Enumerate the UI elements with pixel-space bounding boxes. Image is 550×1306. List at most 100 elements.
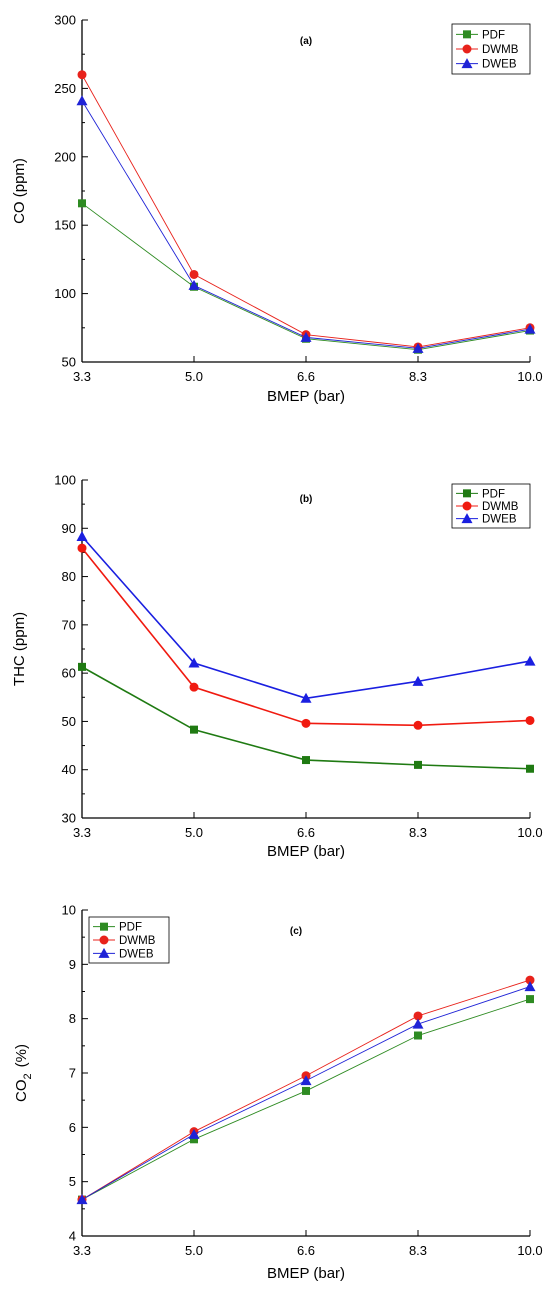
legend-marker bbox=[461, 513, 473, 524]
y-tick-label: 300 bbox=[54, 13, 76, 28]
data-point-dwmb bbox=[413, 720, 423, 730]
data-point-dwmb bbox=[77, 543, 87, 553]
data-point-dweb bbox=[76, 1194, 88, 1205]
data-point-pdf bbox=[190, 1135, 198, 1144]
data-point-dwmb bbox=[525, 975, 535, 985]
x-tick-label: 5.0 bbox=[185, 1243, 203, 1258]
x-axis-label: BMEP (bar) bbox=[267, 1265, 345, 1282]
y-axis-label-main: THC (ppm) bbox=[11, 612, 28, 686]
x-tick-label: 3.3 bbox=[73, 825, 91, 840]
y-axis-label: CO2 (%) bbox=[13, 1044, 34, 1102]
x-tick-label: 10.0 bbox=[517, 369, 542, 384]
data-point-pdf bbox=[414, 760, 422, 769]
series-line-dweb bbox=[81, 100, 531, 349]
series-line-pdf bbox=[81, 666, 531, 770]
y-tick-label: 80 bbox=[62, 569, 76, 584]
y-tick-label: 7 bbox=[69, 1066, 76, 1081]
co-chart: 50 100 150 200 250 300 3.3 5.0 6.6 8.3 10.0 BMEP (b… bbox=[11, 13, 543, 406]
legend-label: DWMB bbox=[119, 935, 156, 947]
x-tick-label: 6.6 bbox=[297, 1243, 315, 1258]
legend-label: PDF bbox=[482, 29, 505, 41]
y-tick-label: 4 bbox=[69, 1229, 76, 1244]
y-axis-label: CO (ppm) bbox=[11, 158, 28, 224]
legend-label: DWMB bbox=[482, 501, 519, 513]
x-tick-label: 3.3 bbox=[73, 369, 91, 384]
y-tick-label: 90 bbox=[62, 521, 76, 536]
data-point-dweb bbox=[524, 655, 536, 666]
thc-chart: 30 40 50 60 70 80 90 100 3.3 5.0 6.6 8.3 10.0 BMEP (b… bbox=[11, 473, 543, 861]
x-tick-label: 6.6 bbox=[297, 825, 315, 840]
y-tick-label: 100 bbox=[54, 286, 76, 301]
x-tick-label: 8.3 bbox=[409, 369, 427, 384]
y-tick-label: 5 bbox=[69, 1174, 76, 1189]
legend-label: DWEB bbox=[482, 59, 517, 71]
legend-label: PDF bbox=[119, 922, 142, 934]
data-point-dweb bbox=[188, 1128, 200, 1139]
y-tick-label: 9 bbox=[69, 957, 76, 972]
x-tick-label: 10.0 bbox=[517, 1243, 542, 1258]
legend-label: DWEB bbox=[119, 948, 154, 960]
co2-chart: 4 5 6 7 8 9 10 3.3 5.0 6.6 8.3 10.0 BMEP (bar) CO2 (%)… bbox=[13, 903, 543, 1283]
y-axis-label-main: CO bbox=[13, 1079, 30, 1102]
x-axis-label: BMEP (bar) bbox=[267, 388, 345, 405]
data-point-dwmb bbox=[77, 70, 87, 80]
x-tick-label: 10.0 bbox=[517, 825, 542, 840]
legend-label: PDF bbox=[482, 488, 505, 500]
data-point-dweb bbox=[300, 331, 312, 342]
data-point-dweb bbox=[300, 692, 312, 703]
data-point-dweb bbox=[524, 323, 536, 334]
data-point-dwmb bbox=[189, 269, 199, 279]
x-tick-label: 8.3 bbox=[409, 1243, 427, 1258]
y-tick-label: 8 bbox=[69, 1011, 76, 1026]
legend-marker bbox=[462, 501, 472, 511]
legend-marker bbox=[98, 947, 110, 958]
data-point-dweb bbox=[412, 1018, 424, 1029]
y-tick-label: 50 bbox=[62, 355, 76, 370]
data-point-dweb bbox=[524, 981, 536, 992]
legend-marker bbox=[462, 44, 472, 54]
x-tick-label: 3.3 bbox=[73, 1243, 91, 1258]
legend-marker bbox=[461, 58, 473, 69]
y-tick-label: 30 bbox=[62, 811, 76, 826]
data-point-pdf bbox=[526, 764, 534, 773]
data-point-dweb bbox=[188, 279, 200, 290]
panel-label: (a) bbox=[300, 36, 312, 47]
y-tick-label: 70 bbox=[62, 617, 76, 632]
data-point-dweb bbox=[412, 342, 424, 353]
y-tick-label: 250 bbox=[54, 81, 76, 96]
y-tick-label: 40 bbox=[62, 762, 76, 777]
panel-label: (c) bbox=[290, 926, 302, 937]
y-tick-label: 100 bbox=[54, 473, 76, 488]
data-point-dweb bbox=[188, 657, 200, 668]
y-axis-label-subscript: 2 bbox=[22, 1073, 34, 1079]
data-point-dweb bbox=[300, 1075, 312, 1086]
data-point-dweb bbox=[412, 675, 424, 686]
data-point-dweb bbox=[76, 95, 88, 106]
y-axis-label-main: CO (ppm) bbox=[11, 158, 28, 224]
y-tick-label: 60 bbox=[62, 666, 76, 681]
y-tick-label: 6 bbox=[69, 1120, 76, 1135]
y-tick-label: 150 bbox=[54, 218, 76, 233]
data-point-pdf bbox=[78, 199, 86, 208]
panel-label: (b) bbox=[300, 494, 313, 505]
legend-marker bbox=[100, 922, 108, 931]
legend-marker bbox=[99, 935, 109, 945]
x-tick-label: 5.0 bbox=[185, 825, 203, 840]
legend-label: DWEB bbox=[482, 514, 517, 526]
legend-label: DWMB bbox=[482, 44, 519, 56]
data-point-pdf bbox=[190, 725, 198, 734]
x-tick-label: 6.6 bbox=[297, 369, 315, 384]
data-point-pdf bbox=[526, 995, 534, 1004]
data-point-dwmb bbox=[525, 715, 535, 725]
y-tick-label: 50 bbox=[62, 714, 76, 729]
data-point-dweb bbox=[76, 530, 88, 541]
y-axis-label-unit: (%) bbox=[13, 1044, 30, 1067]
y-tick-label: 200 bbox=[54, 149, 76, 164]
legend-marker bbox=[463, 489, 471, 498]
legend-marker bbox=[463, 30, 471, 39]
x-axis-label: BMEP (bar) bbox=[267, 843, 345, 860]
series-line-dweb bbox=[81, 535, 531, 700]
data-point-dwmb bbox=[189, 682, 199, 692]
data-point-dwmb bbox=[413, 1011, 423, 1021]
